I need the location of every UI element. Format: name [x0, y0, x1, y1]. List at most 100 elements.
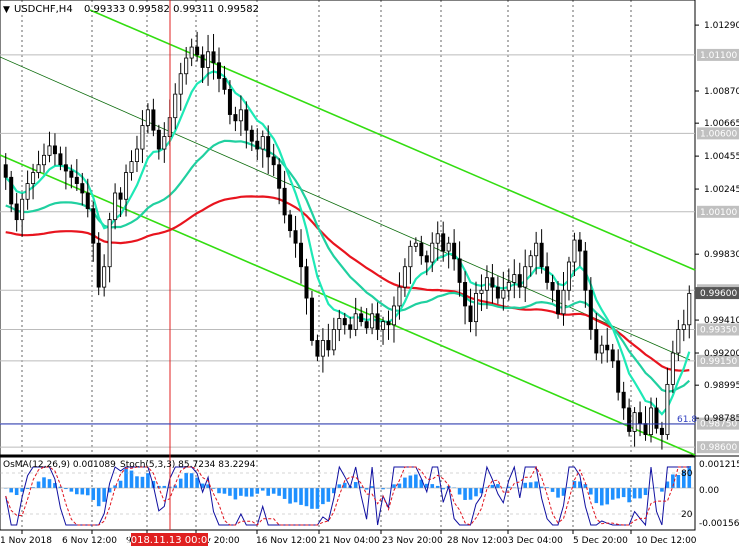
osma-bar [430, 484, 435, 488]
candle-body [479, 289, 484, 294]
candle-body [238, 109, 243, 122]
candle-body [277, 164, 282, 189]
osma-bar [671, 474, 675, 488]
candle-body [309, 297, 314, 341]
candle-body [588, 289, 593, 330]
candle-body [233, 114, 238, 122]
candle-body [397, 286, 402, 307]
stoch-main-line [5, 465, 690, 527]
osma-bar [96, 488, 101, 507]
candle-body [211, 51, 216, 64]
candle-body [320, 340, 325, 357]
candle-body [304, 266, 309, 299]
osma-bar [217, 488, 221, 494]
osma-bar [244, 488, 249, 497]
candle-body [375, 313, 380, 330]
osma-bar [687, 466, 692, 488]
osma-bar [315, 488, 320, 509]
level-label: 0.98600 [700, 443, 737, 453]
candle-body [391, 305, 396, 326]
candle-body [173, 93, 178, 119]
price-tick-label: 1.00455 [704, 152, 739, 162]
candle-body [113, 192, 118, 221]
candle-body [659, 427, 664, 436]
level-label: 1.01100 [700, 51, 737, 61]
candle-body [315, 340, 320, 357]
osma-bar [556, 488, 560, 498]
candle-body [96, 242, 101, 288]
osma-bar [435, 485, 440, 488]
candle-body [162, 136, 167, 150]
time-label: 28 Nov 12:00 [447, 536, 508, 546]
candle-body [58, 153, 63, 166]
candle-body [670, 352, 675, 385]
candle-body [271, 156, 276, 166]
candle-body [288, 214, 293, 232]
candle-body [561, 289, 566, 315]
candle-body [25, 183, 30, 200]
time-label: 9 [126, 536, 132, 546]
time-label: 5 Dec 20:00 [573, 536, 628, 546]
candle-body [260, 136, 265, 150]
osma-bar [424, 483, 429, 488]
level-badge [697, 323, 739, 336]
osma-bar [528, 482, 533, 488]
candle-body [474, 292, 479, 323]
candle-body [63, 164, 68, 172]
osma-bar [80, 488, 85, 495]
osma-bar [200, 483, 205, 488]
osma-bar [304, 488, 309, 507]
osma-bar [75, 488, 79, 495]
time-label: 10 Dec 12:00 [636, 536, 697, 546]
candle-body [632, 412, 637, 432]
osma-bar [271, 488, 276, 494]
osma-bar [102, 488, 106, 502]
ma-144 [5, 139, 691, 393]
candle-body [134, 148, 139, 163]
candle-body [266, 136, 271, 158]
price-tick-label: 0.98995 [704, 381, 739, 391]
osma-label: OsMA(12,26,9) 0.001089 [3, 460, 116, 470]
candle-body [517, 274, 522, 288]
osma-bar [381, 488, 385, 490]
osma-bar [468, 488, 473, 500]
osma-bar [632, 488, 637, 499]
collapse-arrow-icon[interactable]: ▼ [3, 5, 10, 15]
grid [21, 0, 632, 530]
candle-body [69, 170, 74, 178]
osma-bar [414, 474, 418, 488]
osma-bar [627, 488, 631, 503]
time-label: 16 Nov 12:00 [256, 536, 317, 546]
candle-body [484, 277, 489, 291]
osma-bar [370, 486, 374, 488]
osma-bar [353, 482, 358, 488]
level-label: 0.99350 [700, 325, 737, 335]
osma-bar [337, 484, 342, 488]
candle-body [200, 54, 205, 68]
osma-bar [277, 488, 281, 496]
candle-body [534, 242, 539, 257]
candle-body [594, 329, 599, 354]
osma-bar [107, 488, 112, 493]
osma-bar [288, 488, 292, 504]
osma-bar [463, 488, 467, 500]
candle-body [616, 360, 621, 393]
candle-body [419, 242, 424, 257]
osma-bar [457, 488, 462, 495]
osma-bar [332, 488, 336, 494]
candle-body [206, 51, 211, 68]
osma-bar [53, 483, 57, 488]
date-marker-text: 2018.11.13 00:00 [124, 535, 213, 546]
osma-bar [233, 488, 238, 500]
osma-bar [496, 484, 500, 488]
osma-bar [206, 484, 210, 488]
candle-body [402, 266, 407, 288]
level-label: 0.99150 [700, 357, 737, 367]
candle-body [42, 154, 47, 166]
osma-bar [69, 488, 74, 492]
osma-bar [561, 488, 566, 496]
osma-bar [42, 477, 46, 488]
candle-body [681, 324, 686, 330]
time-label: 6 Nov 12:00 [62, 536, 117, 546]
